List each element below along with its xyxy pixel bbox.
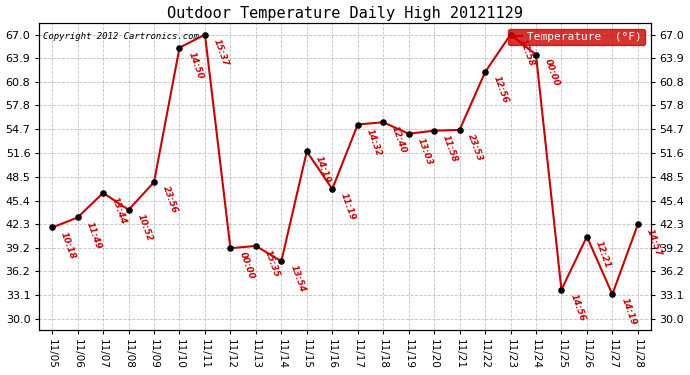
Point	[47, 225, 58, 231]
Text: 13:44: 13:44	[110, 196, 128, 226]
Title: Outdoor Temperature Daily High 20121129: Outdoor Temperature Daily High 20121129	[167, 6, 523, 21]
Text: 14:56: 14:56	[569, 292, 586, 322]
Point	[72, 214, 83, 220]
Point	[632, 221, 643, 227]
Point	[199, 32, 210, 38]
Point	[97, 190, 108, 196]
Text: 13:54: 13:54	[288, 264, 306, 294]
Text: 14:50: 14:50	[186, 51, 205, 81]
Text: 12:40: 12:40	[390, 125, 408, 155]
Text: 14:19: 14:19	[314, 154, 332, 184]
Text: 23:53: 23:53	[466, 133, 485, 163]
Point	[582, 234, 593, 240]
Text: 14:57: 14:57	[644, 227, 663, 257]
Text: 00:00: 00:00	[237, 251, 255, 281]
Text: 10:52: 10:52	[135, 213, 154, 243]
Point	[480, 69, 491, 75]
Text: 14:19: 14:19	[620, 297, 638, 327]
Point	[531, 52, 542, 58]
Point	[607, 291, 618, 297]
Point	[454, 127, 465, 133]
Point	[505, 32, 516, 38]
Text: 23:56: 23:56	[161, 185, 179, 215]
Text: 15:37: 15:37	[212, 38, 230, 68]
Legend: Temperature  (°F): Temperature (°F)	[508, 28, 645, 45]
Point	[302, 148, 313, 154]
Point	[174, 45, 185, 51]
Text: 11:19: 11:19	[339, 192, 357, 222]
Point	[276, 258, 287, 264]
Point	[428, 128, 440, 134]
Text: 11:49: 11:49	[85, 220, 103, 250]
Text: 13:03: 13:03	[415, 136, 434, 166]
Point	[403, 131, 414, 137]
Point	[148, 179, 159, 185]
Text: 14:32: 14:32	[365, 127, 383, 157]
Text: Copyright 2012 Cartronics.com: Copyright 2012 Cartronics.com	[43, 32, 199, 41]
Point	[123, 207, 134, 213]
Point	[327, 186, 338, 192]
Point	[250, 243, 262, 249]
Text: 11:58: 11:58	[441, 134, 460, 164]
Text: 15:35: 15:35	[263, 249, 281, 279]
Text: 12:21: 12:21	[594, 240, 612, 270]
Text: 00:00: 00:00	[543, 57, 561, 87]
Text: 10:18: 10:18	[59, 230, 77, 260]
Text: 12:56: 12:56	[492, 75, 510, 105]
Point	[352, 122, 363, 128]
Point	[225, 245, 236, 251]
Point	[377, 119, 388, 125]
Text: 12:58: 12:58	[518, 38, 535, 68]
Point	[556, 287, 567, 293]
